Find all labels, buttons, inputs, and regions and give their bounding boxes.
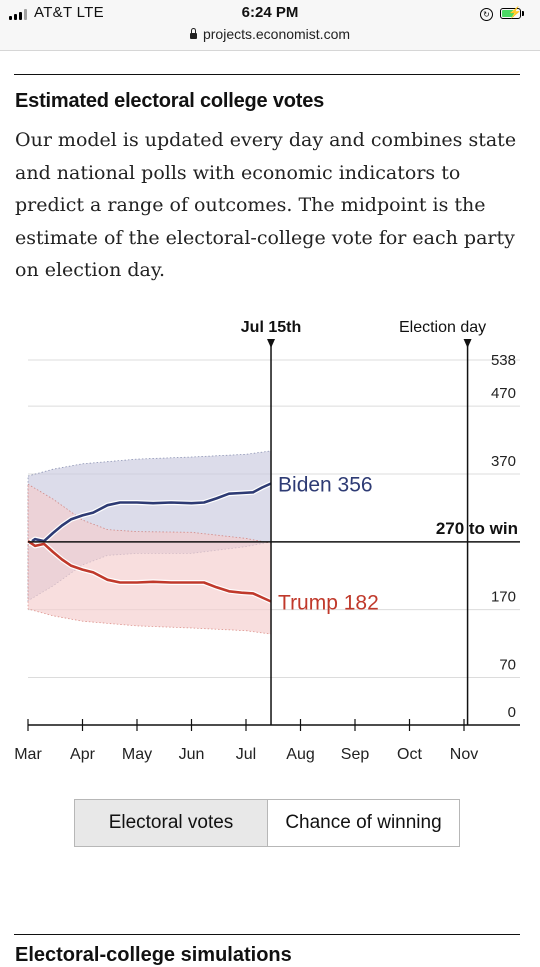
chance-of-winning-tab[interactable]: Chance of winning (268, 800, 459, 846)
chart-labels: 538 470 370 170 70 0 270 to win Biden 356 Trump … (14, 319, 518, 763)
y-tick-label: 538 (491, 352, 516, 369)
x-tick-label: Jul (236, 746, 256, 763)
biden-uncertainty-band (27, 450, 272, 602)
election-day-marker-label: Election day (399, 319, 486, 336)
chart-series-lines (26, 481, 273, 604)
carrier-label: AT&T LTE (34, 4, 104, 21)
y-tick-label: 370 (491, 453, 516, 470)
section-divider (14, 74, 520, 75)
url-text: projects.economist.com (202, 26, 351, 42)
next-section-title: Electoral-college simulations (15, 944, 292, 966)
x-tick-label: May (122, 746, 152, 763)
x-tick-label: Jun (179, 746, 205, 763)
y-tick-label: 0 (508, 704, 516, 721)
chart-axes (27, 339, 520, 731)
marker-arrow (463, 339, 472, 348)
electoral-votes-chart: 538 470 370 170 70 0 270 to win Biden 356 Trump … (14, 319, 520, 763)
x-tick-label: Apr (70, 746, 96, 763)
threshold-label: 270 to win (436, 519, 518, 538)
address-bar[interactable]: projects.economist.com (0, 26, 540, 42)
section-divider-2 (14, 934, 520, 935)
x-tick-label: Nov (450, 746, 478, 763)
marker-arrow (267, 339, 276, 348)
trump-end-label: Trump 182 (278, 592, 379, 615)
section-title: Estimated electoral college votes (15, 90, 325, 112)
battery-icon: ⚡ (500, 7, 524, 19)
chart-mode-toggle[interactable]: Electoral votes Chance of winning (74, 799, 460, 847)
status-time: 6:24 PM (241, 4, 299, 21)
y-tick-label: 170 (491, 589, 516, 606)
trump-line (27, 540, 272, 603)
x-tick-label: Mar (14, 746, 42, 763)
x-tick-label: Sep (341, 746, 370, 763)
y-tick-label: 70 (499, 657, 516, 674)
status-bar: AT&T LTE 6:24 PM ↻ ⚡ projects.economist.… (0, 0, 540, 51)
biden-line (27, 482, 272, 545)
x-tick-label: Aug (286, 746, 314, 763)
y-tick-label: 470 (491, 385, 516, 402)
today-marker-label: Jul 15th (241, 319, 301, 336)
section-description: Our model is updated every day and combi… (15, 129, 517, 281)
biden-end-label: Biden 356 (278, 473, 373, 496)
electoral-votes-tab[interactable]: Electoral votes (75, 800, 268, 846)
x-tick-label: Oct (397, 746, 422, 763)
lock-icon (189, 28, 197, 39)
signal-icon (9, 9, 27, 20)
rotation-lock-icon: ↻ (480, 8, 493, 21)
